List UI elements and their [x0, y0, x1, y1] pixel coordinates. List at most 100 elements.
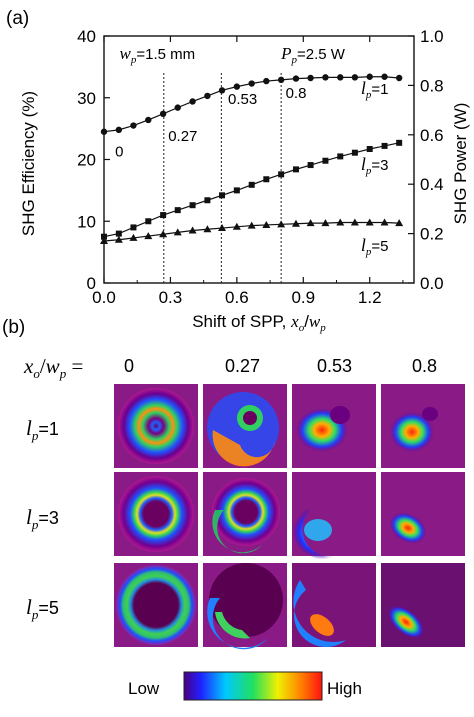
- row-label: lp=1: [26, 416, 59, 443]
- y-tick-label: 0: [87, 274, 96, 293]
- row-label: lp=5: [26, 595, 59, 622]
- y2-axis-label: SHG Power (W): [451, 103, 470, 225]
- column-labels: 0 0.27 0.53 0.8: [124, 356, 437, 376]
- data-point: [145, 218, 152, 225]
- data-point: [306, 219, 315, 227]
- data-point: [232, 222, 241, 230]
- profile-lp5-0: [114, 563, 198, 647]
- data-point: [145, 116, 152, 124]
- colorbar: [183, 671, 323, 701]
- data-point: [247, 221, 256, 229]
- x-tick-label: 0.9: [291, 288, 315, 307]
- data-point: [380, 218, 389, 226]
- data-point: [130, 122, 137, 129]
- colorbar-high-label: High: [327, 679, 362, 698]
- beam-profile-grid: [114, 384, 465, 650]
- data-point: [160, 212, 167, 219]
- data-point: [219, 192, 226, 199]
- data-point: [188, 226, 197, 234]
- data-point: [292, 75, 300, 82]
- panel-b-label: (b): [2, 317, 25, 338]
- x-tick-label: 1.2: [358, 288, 382, 307]
- column-label: 0.8: [412, 356, 437, 376]
- data-point: [395, 74, 403, 82]
- y-tick-label: 40: [77, 27, 96, 46]
- data-point: [337, 153, 344, 160]
- data-point: [203, 225, 212, 233]
- column-header-label: xo/wp =: [23, 354, 83, 381]
- data-point: [263, 176, 270, 183]
- data-point: [263, 77, 270, 85]
- profile-lp1-027: [203, 384, 287, 468]
- data-point: [365, 218, 374, 226]
- row-label: lp=3: [26, 505, 59, 532]
- data-point: [204, 197, 211, 204]
- profile-lp5-027: [203, 563, 287, 650]
- y2-tick-label: 0.6: [420, 126, 444, 145]
- data-point: [189, 98, 196, 105]
- data-point: [336, 218, 345, 226]
- data-point: [159, 230, 168, 238]
- row-labels: lp=1 lp=3 lp=5: [26, 416, 59, 622]
- column-label: 0.53: [317, 356, 352, 376]
- profile-lp1-08: [381, 384, 465, 468]
- profile-lp1-0: [114, 384, 198, 468]
- data-point: [248, 181, 255, 188]
- data-point: [218, 87, 226, 94]
- profile-lp3-08: [381, 472, 465, 556]
- data-point: [174, 104, 181, 111]
- data-point: [218, 224, 227, 232]
- series-label: lp=3: [361, 154, 389, 177]
- data-point: [248, 80, 255, 87]
- y2-tick-label: 0.4: [420, 175, 444, 194]
- profile-lp5-08: [381, 563, 465, 647]
- series-label: lp=5: [361, 235, 389, 258]
- column-label: 0: [124, 356, 134, 376]
- data-point: [174, 207, 181, 214]
- x-tick-label: 0.0: [92, 288, 116, 307]
- data-point: [307, 162, 314, 169]
- pump-power-annotation: Pp=2.5 W: [280, 44, 346, 66]
- shift-marker-label: 0.8: [286, 85, 307, 102]
- y-tick-label: 10: [77, 212, 96, 231]
- data-point: [204, 92, 211, 100]
- data-point: [291, 219, 300, 227]
- data-point: [350, 218, 359, 226]
- y-tick-label: 30: [77, 89, 96, 108]
- data-point: [366, 73, 373, 80]
- data-point: [366, 146, 373, 153]
- y2-tick-label: 0.0: [420, 274, 444, 293]
- data-point: [101, 233, 107, 240]
- data-point: [233, 83, 241, 90]
- profile-lp5-053: [292, 563, 376, 647]
- data-point: [337, 74, 344, 81]
- chart-panel-a: 0.0 0.3 0.6 0.9 1.2 0 10 20 30 40 0.0 0.2 0.4 0.6 0.8 1…: [19, 27, 470, 334]
- data-point: [100, 128, 108, 135]
- data-point: [262, 220, 271, 228]
- data-point: [100, 237, 108, 245]
- data-point: [115, 230, 122, 237]
- beam-waist-annotation: wp=1.5 mm: [120, 44, 196, 66]
- x-tick-label: 0.6: [225, 288, 249, 307]
- data-point: [129, 233, 138, 241]
- y2-tick-label: 1.0: [420, 27, 444, 46]
- profile-lp3-0: [114, 472, 198, 556]
- series-label: lp=1: [361, 78, 389, 101]
- profile-lp1-053: [292, 384, 376, 468]
- data-point: [322, 157, 329, 164]
- data-point: [277, 76, 285, 84]
- data-point: [351, 149, 358, 156]
- profile-lp3-053: [292, 472, 376, 560]
- data-point: [381, 73, 388, 80]
- colorbar-low-label: Low: [128, 679, 160, 698]
- data-point: [189, 202, 196, 209]
- data-point: [277, 220, 286, 228]
- data-point: [351, 74, 359, 81]
- y-axis-label: SHG Efficiency (%): [19, 91, 38, 236]
- data-point: [115, 126, 123, 134]
- y2-tick-label: 0.2: [420, 225, 444, 244]
- data-point: [321, 219, 330, 227]
- data-point: [233, 187, 240, 194]
- panel-a-label: (a): [6, 8, 29, 29]
